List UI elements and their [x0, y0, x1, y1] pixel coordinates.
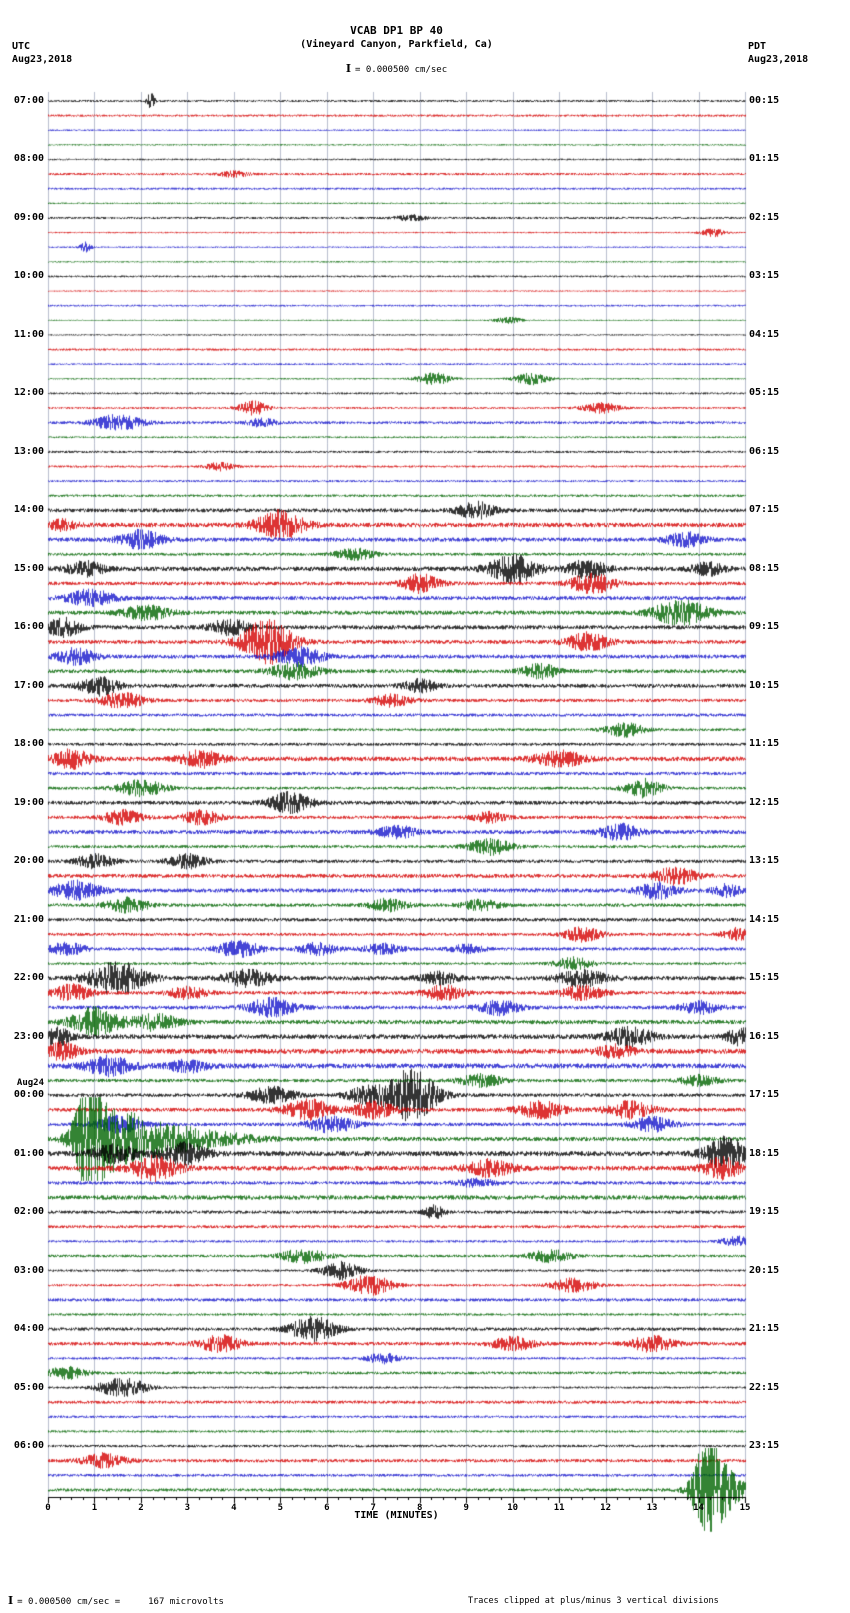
footer-scale-bar-icon: I — [8, 1594, 14, 1607]
footer-clip-note: Traces clipped at plus/minus 3 vertical … — [468, 1596, 719, 1606]
left-timezone-block: UTC Aug23,2018 — [12, 40, 72, 66]
footer-scale: I = 0.000500 cm/sec = 167 microvolts — [8, 1594, 224, 1607]
station-title: VCAB DP1 BP 40 — [350, 24, 443, 37]
scale-line: I = 0.000500 cm/sec — [0, 62, 793, 75]
left-timezone: UTC — [12, 41, 31, 52]
right-date: Aug23,2018 — [748, 54, 809, 65]
right-timezone-block: PDT Aug23,2018 — [748, 40, 808, 66]
scale-bar-icon: I — [345, 62, 352, 75]
left-date: Aug23,2018 — [12, 54, 73, 65]
station-subtitle: (Vineyard Canyon, Parkfield, Ca) — [300, 39, 493, 50]
x-axis-label: TIME (MINUTES) — [354, 1510, 439, 1521]
right-timezone: PDT — [748, 41, 767, 52]
scale-text: = 0.000500 cm/sec — [355, 65, 448, 75]
footer-scale-text: = 0.000500 cm/sec = — [17, 1597, 121, 1607]
footer-microvolts: 167 microvolts — [148, 1597, 224, 1607]
